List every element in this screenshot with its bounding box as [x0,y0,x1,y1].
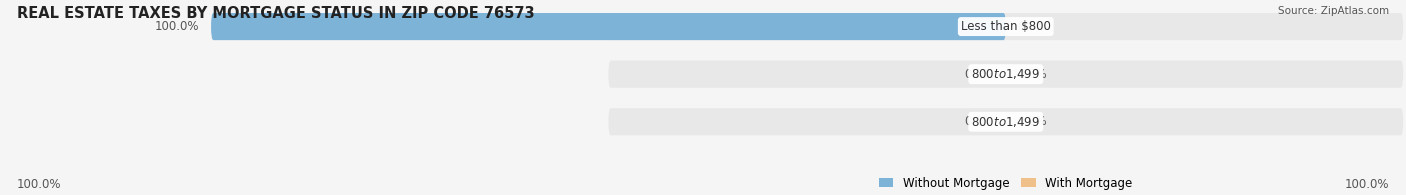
Legend: Without Mortgage, With Mortgage: Without Mortgage, With Mortgage [879,177,1132,190]
Text: $800 to $1,499: $800 to $1,499 [972,115,1040,129]
Text: REAL ESTATE TAXES BY MORTGAGE STATUS IN ZIP CODE 76573: REAL ESTATE TAXES BY MORTGAGE STATUS IN … [17,6,534,21]
Text: 0.0%: 0.0% [965,115,994,128]
Text: Less than $800: Less than $800 [960,20,1050,33]
Text: 0.0%: 0.0% [1018,20,1047,33]
FancyBboxPatch shape [609,108,1403,135]
FancyBboxPatch shape [609,13,1403,40]
Text: 100.0%: 100.0% [1344,178,1389,191]
Text: Source: ZipAtlas.com: Source: ZipAtlas.com [1278,6,1389,16]
Text: 0.0%: 0.0% [1018,115,1047,128]
FancyBboxPatch shape [609,61,1403,88]
Text: 0.0%: 0.0% [1018,68,1047,81]
Text: $800 to $1,499: $800 to $1,499 [972,67,1040,81]
Text: 100.0%: 100.0% [155,20,200,33]
Text: 0.0%: 0.0% [965,68,994,81]
FancyBboxPatch shape [211,13,1005,40]
Text: 100.0%: 100.0% [17,178,62,191]
